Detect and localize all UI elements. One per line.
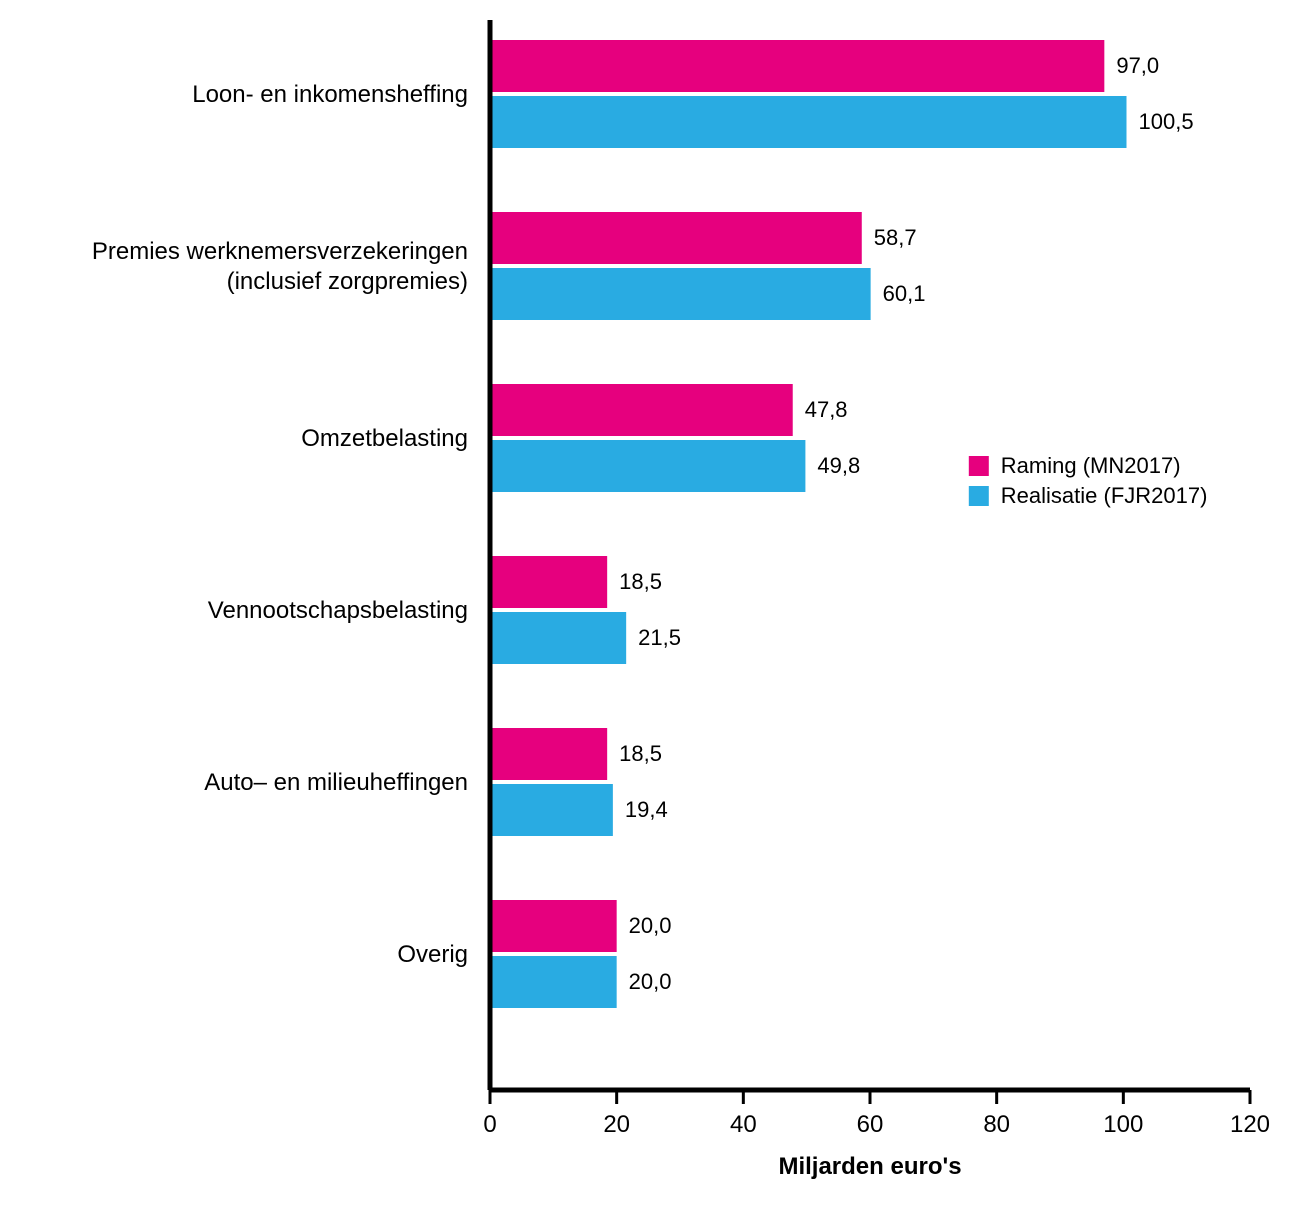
category-label: Loon- en inkomensheffing — [192, 81, 468, 108]
bar-raming — [490, 212, 862, 264]
category-label: Premies werknemersverzekeringen — [92, 238, 468, 265]
legend-swatch — [969, 456, 989, 476]
bar-chart: 97,0 100,5 Loon- en inkomensheffing 58,7 60,… — [20, 20, 1275, 1193]
legend-label: Realisatie (FJR2017) — [1001, 483, 1208, 508]
bar-value-label: 21,5 — [638, 625, 681, 650]
category-label: (inclusief zorgpremies) — [227, 268, 468, 295]
x-axis-title: Miljarden euro's — [778, 1153, 961, 1180]
bar-value-label: 47,8 — [805, 397, 848, 422]
bar-realisatie — [490, 96, 1127, 148]
bar-realisatie — [490, 440, 805, 492]
bar-value-label: 58,7 — [874, 225, 917, 250]
chart-svg: 97,0 100,5 Loon- en inkomensheffing 58,7 60,… — [20, 20, 1295, 1193]
category-label: Overig — [397, 941, 468, 968]
category-label: Omzetbelasting — [301, 425, 468, 452]
legend-swatch — [969, 486, 989, 506]
bar-value-label: 49,8 — [817, 453, 860, 478]
bar-value-label: 97,0 — [1116, 53, 1159, 78]
bar-value-label: 19,4 — [625, 797, 668, 822]
bar-raming — [490, 900, 617, 952]
bar-value-label: 20,0 — [629, 913, 672, 938]
bar-realisatie — [490, 268, 871, 320]
bar-realisatie — [490, 956, 617, 1008]
bar-raming — [490, 40, 1104, 92]
x-tick-label: 20 — [603, 1111, 630, 1138]
x-tick-label: 0 — [483, 1111, 496, 1138]
bar-value-label: 18,5 — [619, 569, 662, 594]
bar-value-label: 20,0 — [629, 969, 672, 994]
x-tick-label: 80 — [983, 1111, 1010, 1138]
bar-realisatie — [490, 784, 613, 836]
bar-value-label: 60,1 — [883, 281, 926, 306]
category-label: Vennootschapsbelasting — [208, 597, 468, 624]
bar-raming — [490, 556, 607, 608]
bar-value-label: 18,5 — [619, 741, 662, 766]
bar-raming — [490, 384, 793, 436]
bar-value-label: 100,5 — [1139, 109, 1194, 134]
x-tick-label: 100 — [1103, 1111, 1143, 1138]
x-tick-label: 60 — [857, 1111, 884, 1138]
bar-realisatie — [490, 612, 626, 664]
bar-raming — [490, 728, 607, 780]
x-tick-label: 40 — [730, 1111, 757, 1138]
x-tick-label: 120 — [1230, 1111, 1270, 1138]
category-label: Auto– en milieuheffingen — [204, 769, 468, 796]
legend-label: Raming (MN2017) — [1001, 453, 1181, 478]
